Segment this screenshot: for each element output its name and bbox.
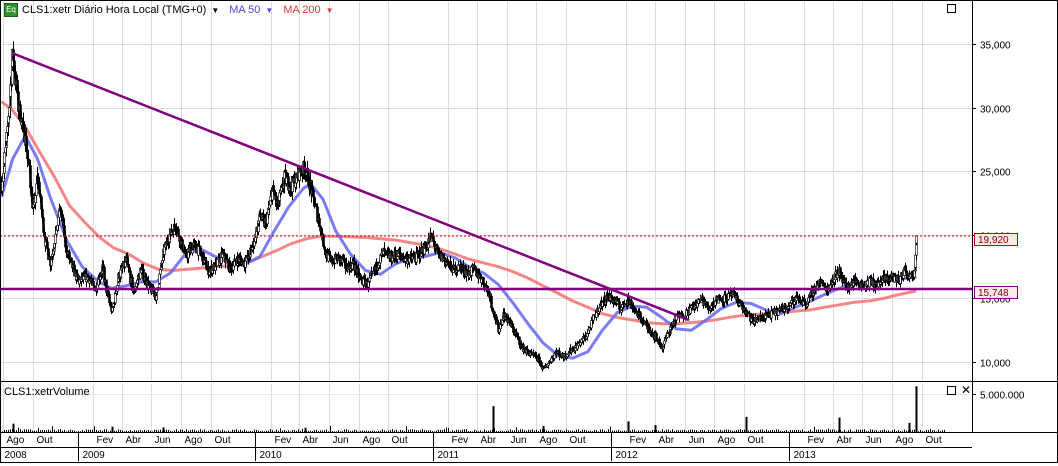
support-level-flag: 15,748 bbox=[974, 286, 1018, 299]
x-tick-label-month: Abr bbox=[481, 435, 497, 446]
drawn-lines bbox=[0, 52, 972, 322]
x-tick-label-month: Out bbox=[926, 435, 942, 446]
equity-badge: Eq bbox=[4, 3, 18, 17]
symbol-title[interactable]: CLS1:xetr Diário Hora Local (TMG+0) bbox=[22, 4, 207, 16]
price-candle bbox=[482, 276, 485, 284]
x-tick-label-month: Out bbox=[37, 435, 53, 446]
x-tick-label-month: Out bbox=[748, 435, 764, 446]
x-tick-label-year: 2013 bbox=[794, 450, 817, 461]
y-tick-label: 15,000 bbox=[980, 295, 1011, 306]
x-tick-label-month: Out bbox=[215, 435, 231, 446]
x-tick-label-month: Ago bbox=[540, 435, 558, 446]
x-tick-label-month: Out bbox=[570, 435, 586, 446]
grid-layer bbox=[0, 0, 972, 432]
price-candle bbox=[553, 354, 556, 359]
y-tick-label: 10,000 bbox=[980, 359, 1011, 370]
price-candle bbox=[490, 302, 493, 309]
x-tick-label-month: Abr bbox=[126, 435, 142, 446]
x-tick-label-month: Jun bbox=[866, 435, 882, 446]
price-candle bbox=[105, 279, 108, 284]
dropdown-arrow-icon[interactable]: ▼ bbox=[325, 5, 334, 15]
maximize-icon[interactable] bbox=[947, 4, 956, 13]
y-tick-label: 35,000 bbox=[980, 41, 1011, 52]
ma200-line bbox=[0, 100, 917, 326]
x-tick-label-month: Fev bbox=[97, 435, 114, 446]
x-tick-label-month: Fev bbox=[808, 435, 825, 446]
y-tick-label: 30,000 bbox=[980, 105, 1011, 116]
last-price-flag: 19,920 bbox=[974, 233, 1018, 246]
price-candle bbox=[639, 312, 642, 316]
x-tick-label-month: Fev bbox=[452, 435, 469, 446]
x-tick-label-month: Abr bbox=[303, 435, 319, 446]
price-candle bbox=[368, 277, 371, 282]
x-tick-label-month: Abr bbox=[659, 435, 675, 446]
price-candle bbox=[915, 235, 918, 244]
x-tick-label-month: Jun bbox=[333, 435, 349, 446]
ma50-legend[interactable]: MA 50 bbox=[229, 4, 261, 16]
x-tick-label-month: Ago bbox=[896, 435, 914, 446]
ma200-legend[interactable]: MA 200 bbox=[283, 4, 321, 16]
x-tick-label-month: Out bbox=[392, 435, 408, 446]
x-tick-label-year: 2009 bbox=[83, 450, 106, 461]
price-candle bbox=[399, 252, 402, 256]
x-tick-label-month: Jun bbox=[689, 435, 705, 446]
x-tick-label-year: 2010 bbox=[260, 450, 283, 461]
dropdown-arrow-icon[interactable]: ▼ bbox=[211, 5, 220, 15]
x-tick-label-year: 2012 bbox=[616, 450, 639, 461]
volume-y-tick-label: 5.000.000 bbox=[980, 391, 1025, 402]
price-candle bbox=[181, 239, 184, 251]
x-tick-label-year: 2011 bbox=[438, 450, 460, 461]
price-candle bbox=[119, 269, 122, 278]
x-tick-label-month: Fev bbox=[630, 435, 647, 446]
price-candle bbox=[3, 152, 6, 164]
x-tick-label-month: Ago bbox=[363, 435, 381, 446]
resistance-trendline bbox=[12, 52, 690, 322]
volume-bars bbox=[2, 386, 945, 432]
x-tick-label-month: Ago bbox=[718, 435, 736, 446]
y-tick-label: 25,000 bbox=[980, 168, 1011, 179]
x-tick-label-month: Jun bbox=[511, 435, 527, 446]
x-tick-label-month: Ago bbox=[7, 435, 25, 446]
ma50-line bbox=[0, 134, 917, 360]
x-tick-label-month: Ago bbox=[185, 435, 203, 446]
price-candle bbox=[92, 282, 95, 287]
x-tick-label-month: Fev bbox=[275, 435, 292, 446]
price-candle bbox=[312, 189, 315, 198]
x-tick-label-year: 2008 bbox=[5, 450, 28, 461]
price-candle bbox=[655, 335, 658, 340]
dropdown-arrow-icon[interactable]: ▼ bbox=[265, 5, 274, 15]
price-candle bbox=[318, 217, 321, 227]
price-candle bbox=[46, 241, 49, 250]
volume-panel-title: CLS1:xetrVolume bbox=[4, 386, 90, 398]
x-tick-label-month: Abr bbox=[837, 435, 853, 446]
close-icon[interactable]: ✕ bbox=[961, 383, 972, 397]
x-tick-label-month: Jun bbox=[155, 435, 171, 446]
chart-legend: Eq CLS1:xetr Diário Hora Local (TMG+0) ▼… bbox=[4, 3, 334, 17]
price-series bbox=[0, 41, 918, 372]
maximize-icon[interactable] bbox=[947, 386, 956, 395]
